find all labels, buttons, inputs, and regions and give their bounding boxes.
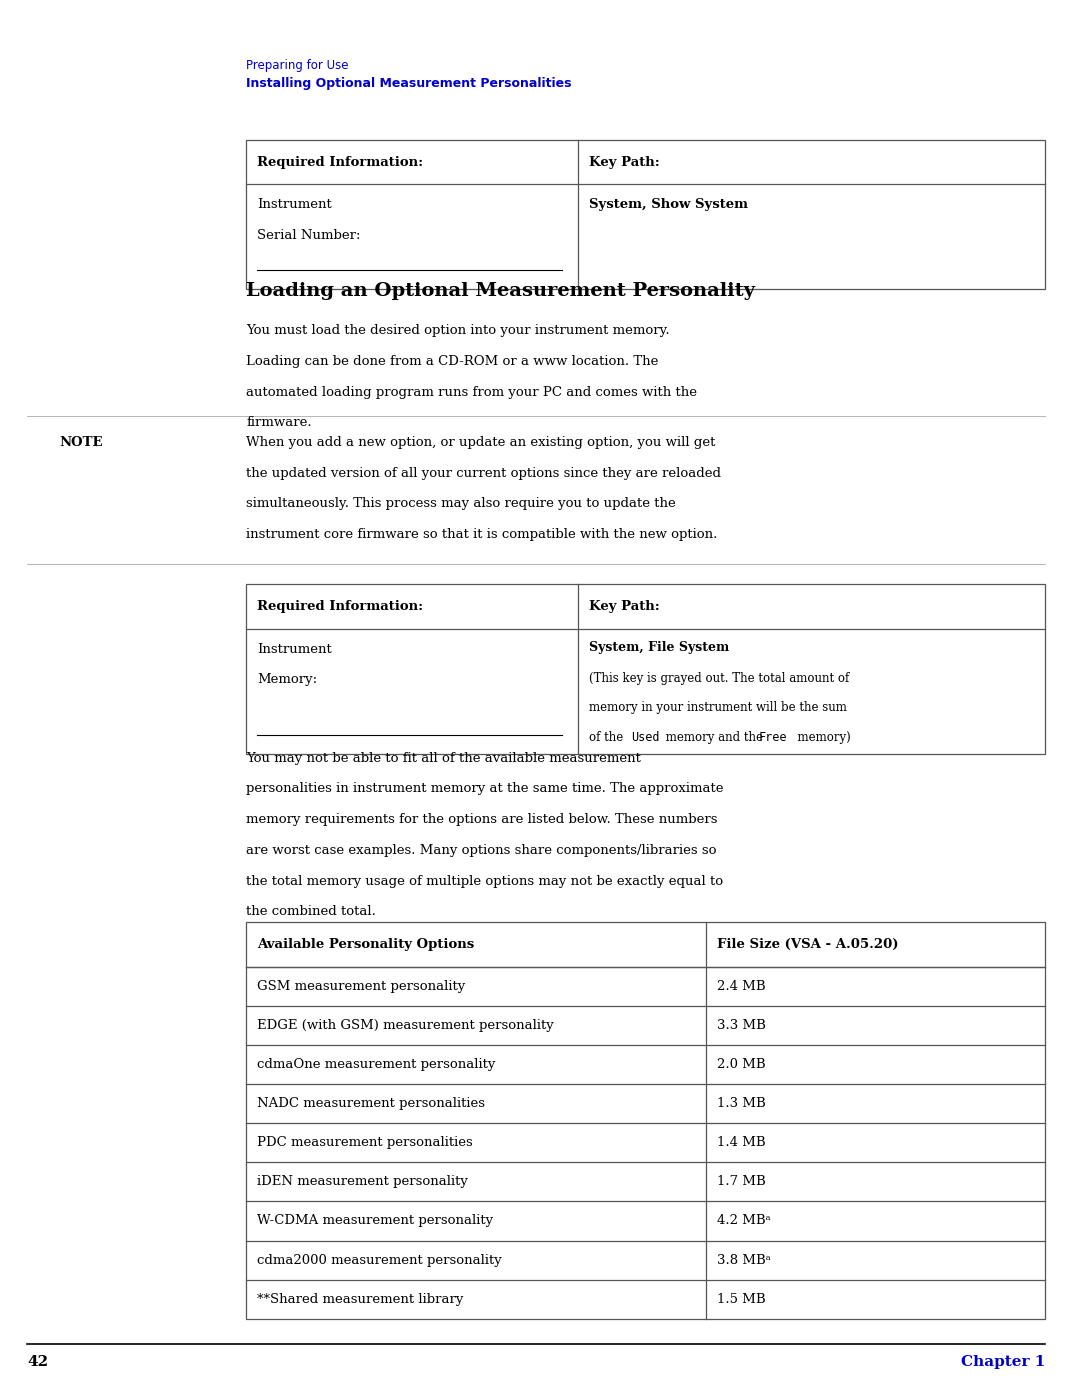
Text: Available Personality Options: Available Personality Options xyxy=(257,937,474,951)
Text: firmware.: firmware. xyxy=(246,416,312,429)
Text: Chapter 1: Chapter 1 xyxy=(961,1355,1045,1369)
Text: Serial Number:: Serial Number: xyxy=(257,229,361,242)
Text: GSM measurement personality: GSM measurement personality xyxy=(257,979,465,993)
Text: 1.3 MB: 1.3 MB xyxy=(717,1097,766,1111)
Text: W-CDMA measurement personality: W-CDMA measurement personality xyxy=(257,1214,494,1228)
Text: memory requirements for the options are listed below. These numbers: memory requirements for the options are … xyxy=(246,813,718,826)
Text: the total memory usage of multiple options may not be exactly equal to: the total memory usage of multiple optio… xyxy=(246,875,724,887)
Text: 1.5 MB: 1.5 MB xyxy=(717,1292,766,1306)
Text: the combined total.: the combined total. xyxy=(246,905,376,918)
Text: memory in your instrument will be the sum: memory in your instrument will be the su… xyxy=(589,701,847,714)
Text: PDC measurement personalities: PDC measurement personalities xyxy=(257,1136,473,1150)
Text: are worst case examples. Many options share components/libraries so: are worst case examples. Many options sh… xyxy=(246,844,717,856)
Text: Required Information:: Required Information: xyxy=(257,599,423,613)
Text: You must load the desired option into your instrument memory.: You must load the desired option into yo… xyxy=(246,324,670,337)
Text: 1.4 MB: 1.4 MB xyxy=(717,1136,766,1150)
Text: memory and the: memory and the xyxy=(662,731,767,743)
Text: 42: 42 xyxy=(27,1355,49,1369)
Text: 2.4 MB: 2.4 MB xyxy=(717,979,766,993)
Text: cdma2000 measurement personality: cdma2000 measurement personality xyxy=(257,1253,502,1267)
Text: When you add a new option, or update an existing option, you will get: When you add a new option, or update an … xyxy=(246,436,716,448)
Text: Loading an Optional Measurement Personality: Loading an Optional Measurement Personal… xyxy=(246,282,755,300)
Text: Instrument: Instrument xyxy=(257,198,332,211)
Text: Key Path:: Key Path: xyxy=(589,155,660,169)
Bar xyxy=(246,922,1045,1319)
Text: EDGE (with GSM) measurement personality: EDGE (with GSM) measurement personality xyxy=(257,1018,554,1032)
Text: File Size (VSA - A.05.20): File Size (VSA - A.05.20) xyxy=(717,937,899,951)
Text: NOTE: NOTE xyxy=(59,436,103,448)
Text: simultaneously. This process may also require you to update the: simultaneously. This process may also re… xyxy=(246,497,676,510)
Text: System, File System: System, File System xyxy=(589,641,729,654)
Text: 3.8 MBᵃ: 3.8 MBᵃ xyxy=(717,1253,770,1267)
Text: NADC measurement personalities: NADC measurement personalities xyxy=(257,1097,485,1111)
Text: Memory:: Memory: xyxy=(257,673,318,686)
Bar xyxy=(246,584,1045,754)
Text: cdmaOne measurement personality: cdmaOne measurement personality xyxy=(257,1058,496,1071)
Text: Installing Optional Measurement Personalities: Installing Optional Measurement Personal… xyxy=(246,77,571,89)
Text: 1.7 MB: 1.7 MB xyxy=(717,1175,766,1189)
Text: Required Information:: Required Information: xyxy=(257,155,423,169)
Text: Free: Free xyxy=(759,731,787,743)
Text: automated loading program runs from your PC and comes with the: automated loading program runs from your… xyxy=(246,386,698,398)
Text: of the: of the xyxy=(589,731,626,743)
Text: Instrument: Instrument xyxy=(257,643,332,655)
Text: iDEN measurement personality: iDEN measurement personality xyxy=(257,1175,468,1189)
Text: Key Path:: Key Path: xyxy=(589,599,660,613)
Text: personalities in instrument memory at the same time. The approximate: personalities in instrument memory at th… xyxy=(246,782,724,795)
Text: (This key is grayed out. The total amount of: (This key is grayed out. The total amoun… xyxy=(589,672,849,685)
Text: Used: Used xyxy=(631,731,660,743)
Text: Loading can be done from a CD-ROM or a www location. The: Loading can be done from a CD-ROM or a w… xyxy=(246,355,659,367)
Text: System, Show System: System, Show System xyxy=(589,198,747,211)
Text: You may not be able to fit all of the available measurement: You may not be able to fit all of the av… xyxy=(246,752,642,764)
Bar xyxy=(246,140,1045,289)
Text: **Shared measurement library: **Shared measurement library xyxy=(257,1292,463,1306)
Text: 3.3 MB: 3.3 MB xyxy=(717,1018,766,1032)
Text: 2.0 MB: 2.0 MB xyxy=(717,1058,766,1071)
Text: the updated version of all your current options since they are reloaded: the updated version of all your current … xyxy=(246,467,721,479)
Text: memory): memory) xyxy=(791,731,851,743)
Text: instrument core firmware so that it is compatible with the new option.: instrument core firmware so that it is c… xyxy=(246,528,717,541)
Text: 4.2 MBᵃ: 4.2 MBᵃ xyxy=(717,1214,770,1228)
Text: Preparing for Use: Preparing for Use xyxy=(246,59,349,71)
